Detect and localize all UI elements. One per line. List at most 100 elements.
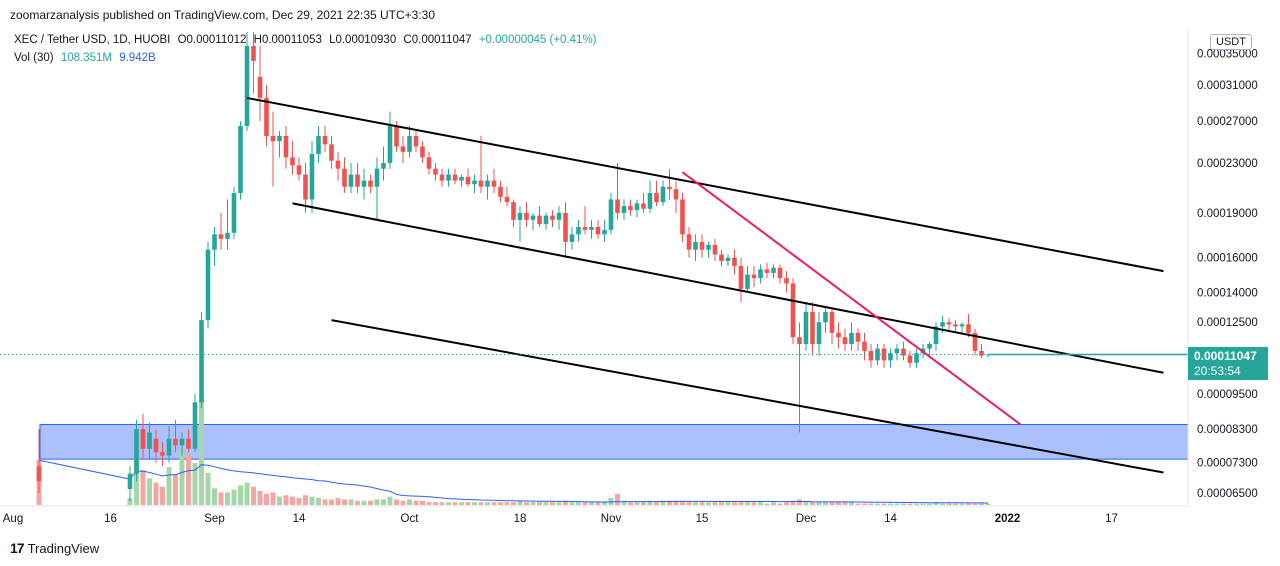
- candle-body: [946, 322, 952, 325]
- candle: [225, 199, 230, 250]
- price-tick-label: 0.00009500: [1197, 389, 1258, 401]
- candle-body: [394, 125, 399, 147]
- volume-bar: [199, 400, 204, 505]
- candle: [186, 429, 191, 453]
- candle-body: [836, 332, 841, 338]
- time-tick-label: 18: [514, 513, 527, 525]
- volume-bar: [810, 502, 815, 505]
- brand-name: TradingView: [27, 540, 100, 556]
- candle: [972, 328, 978, 356]
- candle: [823, 307, 828, 333]
- volume-bar: [140, 470, 146, 505]
- candle: [777, 264, 783, 284]
- candle: [543, 212, 549, 230]
- volume-bar: [517, 500, 523, 505]
- volume-bar: [348, 499, 354, 505]
- candle: [238, 121, 243, 200]
- candle: [329, 136, 334, 169]
- volume-bar: [933, 502, 939, 505]
- currency-label[interactable]: USDT: [1210, 34, 1252, 50]
- candle-body: [316, 136, 321, 155]
- candle: [862, 332, 867, 361]
- candle: [719, 249, 724, 267]
- candle-body: [264, 97, 269, 137]
- volume-bar: [758, 502, 763, 505]
- candle-body: [790, 283, 796, 338]
- volume-bar: [641, 502, 646, 505]
- candle-body: [816, 322, 822, 344]
- volume-bar: [647, 500, 653, 505]
- candle-body: [569, 234, 575, 242]
- volume-bar: [628, 502, 633, 505]
- candle-body: [472, 180, 477, 185]
- candle-body: [257, 76, 263, 98]
- time-tick-label: Dec: [796, 513, 817, 525]
- candle: [283, 125, 289, 169]
- candle: [205, 241, 211, 329]
- candle-body: [933, 326, 939, 344]
- low-value: L0.00010930: [329, 34, 397, 46]
- candle-body: [953, 324, 958, 327]
- candle: [979, 343, 984, 358]
- candle: [537, 206, 542, 227]
- volume-bar: [602, 502, 607, 505]
- close-value: C0.00011047: [403, 34, 472, 46]
- volume-bar: [173, 474, 178, 505]
- candle: [140, 413, 146, 460]
- volume-bar: [439, 502, 445, 505]
- volume-bar: [530, 502, 536, 505]
- volume-bar: [472, 502, 477, 505]
- volume-label[interactable]: Vol (30): [14, 52, 54, 64]
- channel-middle-line[interactable]: [292, 202, 1164, 374]
- volume-bar: [829, 502, 835, 505]
- channel-upper-line[interactable]: [246, 96, 1164, 273]
- candle-body: [277, 136, 282, 142]
- candle: [270, 111, 276, 187]
- price-tick-label: 0.00027000: [1197, 116, 1258, 128]
- volume-bar: [764, 503, 770, 505]
- volume-bar: [816, 502, 822, 505]
- candle: [355, 162, 360, 194]
- candle: [907, 350, 913, 368]
- volume-bar: [290, 496, 295, 505]
- candle: [738, 257, 744, 303]
- volume-bar: [205, 472, 211, 505]
- candle-body: [907, 355, 913, 363]
- candle-body: [719, 254, 724, 262]
- volume-bar: [803, 500, 809, 505]
- volume-bar: [147, 478, 152, 505]
- volume-bar: [277, 496, 282, 505]
- channel-lower-line[interactable]: [331, 319, 1164, 474]
- volume-bar: [842, 502, 848, 505]
- candle-body: [537, 215, 542, 225]
- candle: [212, 226, 217, 267]
- volume-bar: [524, 502, 529, 505]
- candle-body: [894, 348, 900, 354]
- candle: [621, 199, 627, 220]
- candle: [335, 151, 341, 181]
- candle: [147, 422, 152, 460]
- support-zone[interactable]: [39, 423, 1189, 460]
- time-axis[interactable]: Aug 16 Sep 14 Oct 18 Nov 15 Dec 14 2022 17: [3, 513, 1118, 525]
- candle: [732, 249, 737, 275]
- candle-body: [530, 215, 536, 220]
- candle-body: [309, 154, 315, 200]
- candle: [231, 186, 237, 239]
- volume-bar: [914, 503, 919, 505]
- price-axis[interactable]: 0.00035000 0.00031000 0.00027000 0.00023000…: [1197, 48, 1258, 500]
- candle-body: [355, 174, 360, 187]
- pink-trendline[interactable]: [681, 171, 1022, 426]
- symbol-name[interactable]: XEC / Tether USD, 1D, HUOBI: [14, 34, 171, 46]
- candle: [784, 271, 789, 293]
- volume-bar: [244, 482, 250, 505]
- candle: [173, 419, 178, 453]
- candle: [192, 393, 198, 453]
- time-tick-label: Sep: [204, 513, 224, 525]
- candle: [485, 174, 490, 200]
- candle-body: [407, 136, 412, 152]
- volume-bar: [706, 502, 711, 505]
- candle-body: [517, 212, 523, 220]
- footer-brand[interactable]: 17 TradingView: [10, 540, 99, 556]
- time-tick-label: Aug: [3, 513, 23, 525]
